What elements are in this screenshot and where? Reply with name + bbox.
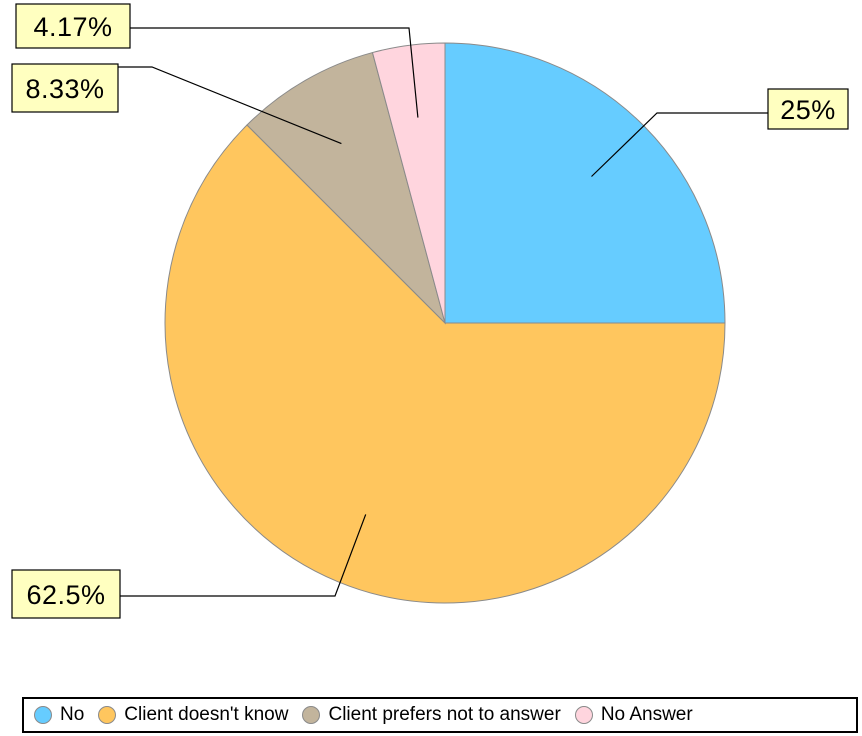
data-label: 62.5% <box>26 580 105 610</box>
legend-swatch-no <box>34 706 52 724</box>
legend-item-no-answer: No Answer <box>574 704 693 726</box>
legend-label-client-prefers-not-to-answer: Client prefers not to answer <box>328 704 561 725</box>
data-label-box <box>11 63 119 113</box>
data-label: 25% <box>780 95 836 125</box>
legend: No Client doesn't know Client prefers no… <box>22 697 858 733</box>
legend-label-client-doesnt-know: Client doesn't know <box>124 704 289 725</box>
data-label-box <box>767 88 849 130</box>
legend-swatch-client-prefers-not-to-answer <box>302 706 321 724</box>
pie-slice-client-prefers-not-to-answer <box>246 51 446 325</box>
leader-line <box>591 112 768 177</box>
legend-item-client-doesnt-know: Client doesn't know <box>98 704 288 726</box>
data-label: 8.33% <box>25 74 104 104</box>
legend-label-no-answer: No Answer <box>600 704 693 725</box>
data-label-box <box>11 569 121 619</box>
data-label-box <box>15 3 131 49</box>
legend-item-no: No <box>34 704 84 726</box>
pie-labels: 25% 62.5% 8.33% 4.17% <box>11 3 849 619</box>
pie-chart: 25% 62.5% 8.33% 4.17% <box>11 3 849 619</box>
pie-slices <box>164 42 726 604</box>
leader-line <box>120 514 367 597</box>
legend-label-no: No <box>60 704 85 725</box>
pie-slice-no-answer <box>371 42 446 324</box>
legend-swatch-client-doesnt-know <box>98 706 117 724</box>
legend-swatch-no-answer <box>574 706 593 724</box>
data-label: 4.17% <box>33 12 112 42</box>
leader-line <box>130 27 419 118</box>
pie-slice-no <box>444 42 726 324</box>
leader-line <box>118 66 342 145</box>
pie-slice-client-doesn-t-know <box>164 124 726 604</box>
legend-item-client-prefers-not-to-answer: Client prefers not to answer <box>302 704 561 726</box>
